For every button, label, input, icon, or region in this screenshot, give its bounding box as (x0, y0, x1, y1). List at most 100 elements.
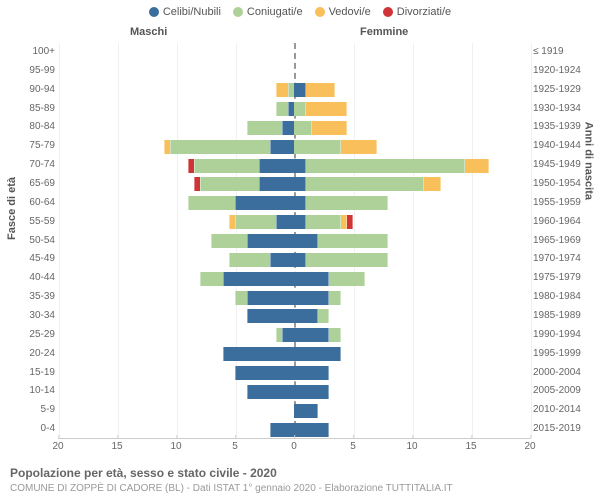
birth-label: 1980-1984 (533, 288, 589, 307)
legend-swatch (149, 7, 159, 17)
bar-male (235, 366, 294, 380)
age-row: 60-641955-1959 (59, 194, 529, 213)
bar-segment-vedovi (424, 177, 442, 191)
bar-segment-celibi (259, 177, 294, 191)
bar-segment-vedovi (341, 140, 376, 154)
bar-segment-celibi (294, 234, 318, 248)
bar-male (229, 215, 294, 229)
bar-segment-celibi (294, 253, 306, 267)
bar-segment-coniugati (188, 196, 235, 210)
age-row: 95-991920-1924 (59, 62, 529, 81)
bar-segment-coniugati (294, 121, 312, 135)
bar-segment-coniugati (170, 140, 270, 154)
birth-label: 1970-1974 (533, 250, 589, 269)
bar-segment-celibi (282, 121, 294, 135)
age-label: 30-34 (15, 307, 55, 326)
bar-male (276, 102, 294, 116)
birth-label: 1940-1944 (533, 137, 589, 156)
bar-segment-coniugati (211, 234, 246, 248)
birth-label: 1930-1934 (533, 100, 589, 119)
bar-segment-celibi (247, 234, 294, 248)
bar-segment-coniugati (229, 253, 270, 267)
legend-swatch (383, 7, 393, 17)
legend-swatch (233, 7, 243, 17)
bar-segment-celibi (294, 291, 329, 305)
bar-segment-celibi (270, 140, 294, 154)
age-label: 45-49 (15, 250, 55, 269)
birth-label: 1920-1924 (533, 62, 589, 81)
birth-label: 1995-1999 (533, 345, 589, 364)
age-row: 65-691950-1954 (59, 175, 529, 194)
bar-segment-vedovi (276, 83, 288, 97)
bar-male (211, 234, 294, 248)
bar-segment-vedovi (465, 159, 489, 173)
bar-female (294, 121, 347, 135)
birth-label: 1955-1959 (533, 194, 589, 213)
legend-item: Vedovi/e (315, 6, 371, 18)
legend-label: Coniugati/e (247, 6, 303, 18)
bar-segment-coniugati (294, 102, 306, 116)
bar-segment-coniugati (306, 177, 424, 191)
legend-item: Coniugati/e (233, 6, 303, 18)
bar-male (164, 140, 294, 154)
bar-segment-celibi (235, 196, 294, 210)
bar-female (294, 366, 329, 380)
x-tick: 20 (52, 441, 63, 452)
age-label: 50-54 (15, 232, 55, 251)
birth-label: 1960-1964 (533, 213, 589, 232)
grid-line (531, 43, 532, 437)
bar-male (247, 385, 294, 399)
age-label: 95-99 (15, 62, 55, 81)
bar-female (294, 291, 341, 305)
bar-segment-coniugati (276, 102, 288, 116)
bar-female (294, 196, 388, 210)
birth-label: 1945-1949 (533, 156, 589, 175)
age-row: 15-192000-2004 (59, 364, 529, 383)
bar-female (294, 140, 377, 154)
age-row: 20-241995-1999 (59, 345, 529, 364)
birth-label: 2005-2009 (533, 382, 589, 401)
bar-female (294, 215, 353, 229)
legend-label: Divorziati/e (397, 6, 451, 18)
x-tick: 5 (232, 441, 238, 452)
age-label: 0-4 (15, 420, 55, 439)
bar-female (294, 423, 329, 437)
age-label: 20-24 (15, 345, 55, 364)
birth-label: 1990-1994 (533, 326, 589, 345)
bar-male (188, 196, 294, 210)
pyramid-plot: 100+≤ 191995-991920-192490-941925-192985… (58, 42, 530, 438)
bar-segment-coniugati (200, 177, 259, 191)
chart-subtitle: COMUNE DI ZOPPÈ DI CADORE (BL) - Dati IS… (10, 483, 453, 494)
legend-item: Celibi/Nubili (149, 6, 221, 18)
birth-label: 1985-1989 (533, 307, 589, 326)
age-label: 85-89 (15, 100, 55, 119)
bar-segment-celibi (294, 309, 318, 323)
bar-male (200, 272, 294, 286)
bar-segment-celibi (223, 272, 294, 286)
age-row: 45-491970-1974 (59, 250, 529, 269)
header-male: Maschi (130, 26, 167, 38)
age-row: 30-341985-1989 (59, 307, 529, 326)
bar-segment-coniugati (247, 121, 282, 135)
bar-segment-celibi (247, 291, 294, 305)
age-row: 100+≤ 1919 (59, 43, 529, 62)
bar-female (294, 404, 318, 418)
bar-segment-coniugati (306, 159, 465, 173)
bar-segment-celibi (259, 159, 294, 173)
legend-swatch (315, 7, 325, 17)
age-row: 85-891930-1934 (59, 100, 529, 119)
birth-label: 2015-2019 (533, 420, 589, 439)
bar-segment-coniugati (329, 291, 341, 305)
bar-segment-coniugati (200, 272, 224, 286)
bar-segment-celibi (270, 253, 294, 267)
bar-segment-vedovi (312, 121, 347, 135)
bar-male (270, 423, 294, 437)
legend: Celibi/Nubili Coniugati/e Vedovi/e Divorzia… (0, 6, 600, 18)
bar-segment-celibi (294, 366, 329, 380)
x-tick: 10 (406, 441, 417, 452)
bar-female (294, 309, 329, 323)
bar-segment-celibi (235, 366, 294, 380)
bar-segment-celibi (223, 347, 294, 361)
age-row: 80-841935-1939 (59, 118, 529, 137)
birth-label: 1975-1979 (533, 269, 589, 288)
